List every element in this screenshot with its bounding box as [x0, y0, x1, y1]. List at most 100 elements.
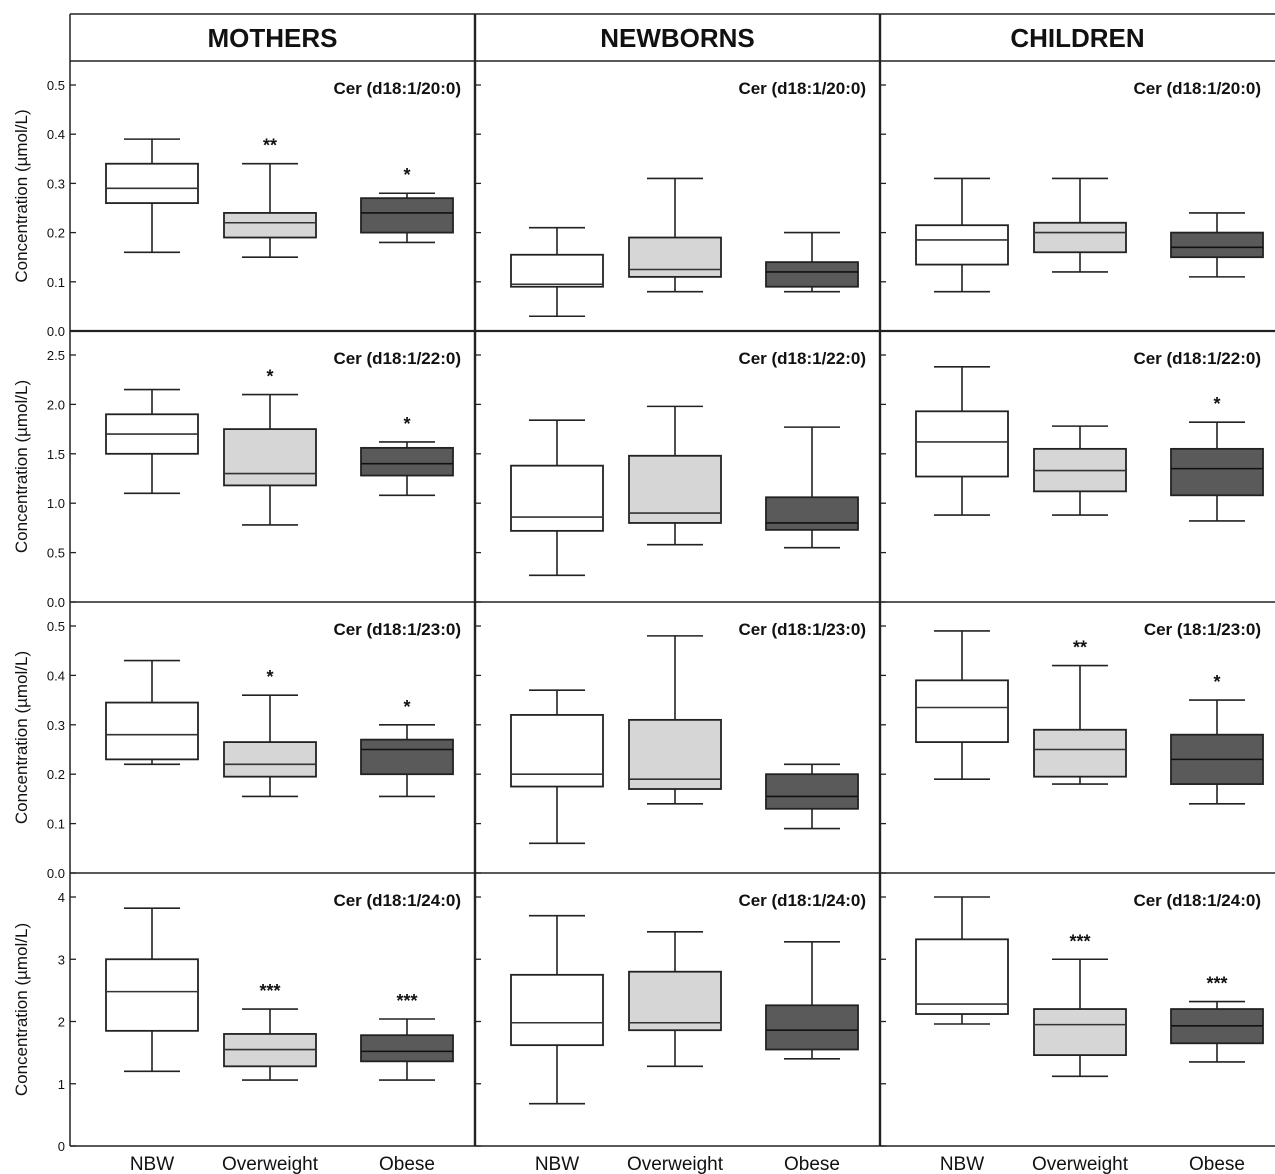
significance-marker: * [403, 165, 410, 185]
box-overweight [628, 931, 722, 1068]
box-obese: * [360, 697, 454, 798]
y-tick-label: 0.0 [47, 595, 65, 610]
iqr-box [510, 253, 604, 288]
y-axis-label: Concentration (µmol/L) [12, 651, 31, 824]
y-tick-label: 0.4 [47, 668, 65, 683]
y-tick-label: 0.5 [47, 546, 65, 561]
panel-title: Cer (d18:1/24:0) [738, 891, 866, 910]
panel-title: Cer (d18:1/23:0) [333, 620, 461, 639]
y-tick-label: 1 [58, 1077, 65, 1092]
box-nbw [915, 366, 1009, 516]
x-category-label: Overweight [1032, 1154, 1129, 1174]
box-overweight: ** [223, 136, 317, 259]
box-obese: *** [1170, 974, 1264, 1063]
iqr-box [1170, 447, 1264, 497]
significance-marker: *** [259, 981, 280, 1001]
column-title: CHILDREN [1010, 23, 1144, 53]
iqr-box [765, 261, 859, 288]
significance-marker: * [266, 367, 273, 387]
y-tick-label: 3 [58, 952, 65, 967]
panel-title: Cer (d18:1/24:0) [333, 891, 461, 910]
panel-title: Cer (18:1/23:0) [1144, 620, 1261, 639]
box-obese: *** [360, 991, 454, 1081]
iqr-box [1170, 231, 1264, 259]
x-category-label: NBW [940, 1154, 984, 1174]
box-nbw [915, 896, 1009, 1025]
iqr-box [915, 938, 1009, 1015]
iqr-box [223, 741, 317, 778]
iqr-box [1033, 1008, 1127, 1057]
iqr-box [915, 224, 1009, 266]
y-tick-label: 2.0 [47, 397, 65, 412]
iqr-box [105, 162, 199, 204]
box-obese: * [360, 414, 454, 497]
box-obese: * [360, 165, 454, 244]
x-category-label: Obese [379, 1154, 435, 1174]
panel-title: Cer (d18:1/24:0) [1133, 891, 1261, 910]
y-tick-label: 0.1 [47, 817, 65, 832]
significance-marker: * [1213, 394, 1220, 414]
box-overweight [628, 635, 722, 805]
panel-title: Cer (d18:1/22:0) [1133, 349, 1261, 368]
box-overweight [628, 177, 722, 293]
significance-marker: *** [396, 991, 417, 1011]
y-tick-label: 0.3 [47, 176, 65, 191]
iqr-box [628, 970, 722, 1032]
y-tick-label: 0.0 [47, 324, 65, 339]
iqr-box [628, 454, 722, 524]
iqr-box [915, 679, 1009, 743]
y-axis-label: Concentration (µmol/L) [12, 380, 31, 553]
box-obese: * [1170, 672, 1264, 805]
iqr-box [360, 446, 454, 477]
significance-marker: * [1213, 672, 1220, 692]
box-nbw [105, 907, 199, 1073]
iqr-box [765, 496, 859, 531]
iqr-box [223, 428, 317, 487]
y-tick-label: 0.5 [47, 78, 65, 93]
y-axis-label: Concentration (µmol/L) [12, 923, 31, 1096]
box-obese [765, 941, 859, 1060]
box-nbw [510, 914, 604, 1105]
box-overweight: * [223, 667, 317, 798]
column-title: MOTHERS [208, 23, 338, 53]
y-tick-label: 1.0 [47, 496, 65, 511]
iqr-box [105, 701, 199, 761]
significance-marker: ** [1073, 638, 1087, 658]
iqr-box [360, 738, 454, 776]
box-overweight [628, 405, 722, 546]
box-overweight [1033, 177, 1127, 273]
box-nbw [105, 388, 199, 495]
box-obese [765, 763, 859, 830]
iqr-box [510, 464, 604, 532]
significance-marker: * [403, 414, 410, 434]
y-tick-label: 0 [58, 1139, 65, 1154]
significance-marker: * [403, 697, 410, 717]
iqr-box [510, 973, 604, 1047]
x-category-label: NBW [535, 1154, 579, 1174]
panel-title: Cer (d18:1/20:0) [1133, 79, 1261, 98]
significance-marker: *** [1206, 974, 1227, 994]
box-obese [765, 426, 859, 549]
box-overweight [1033, 425, 1127, 516]
iqr-box [360, 197, 454, 234]
panel-title: Cer (d18:1/20:0) [333, 79, 461, 98]
box-nbw [105, 659, 199, 766]
y-tick-label: 0.3 [47, 718, 65, 733]
x-category-label: Overweight [627, 1154, 724, 1174]
significance-marker: *** [1069, 931, 1090, 951]
y-tick-label: 0.0 [47, 866, 65, 881]
y-tick-label: 0.4 [47, 127, 65, 142]
box-nbw [915, 630, 1009, 780]
box-obese [765, 231, 859, 293]
y-tick-label: 0.1 [47, 275, 65, 290]
y-tick-label: 2 [58, 1015, 65, 1030]
box-overweight: ** [1033, 638, 1127, 785]
panel-title: Cer (d18:1/22:0) [333, 349, 461, 368]
panel-title: Cer (d18:1/20:0) [738, 79, 866, 98]
y-tick-label: 0.5 [47, 619, 65, 634]
iqr-box [915, 410, 1009, 478]
iqr-box [360, 1034, 454, 1063]
iqr-box [1033, 728, 1127, 778]
significance-marker: * [266, 667, 273, 687]
